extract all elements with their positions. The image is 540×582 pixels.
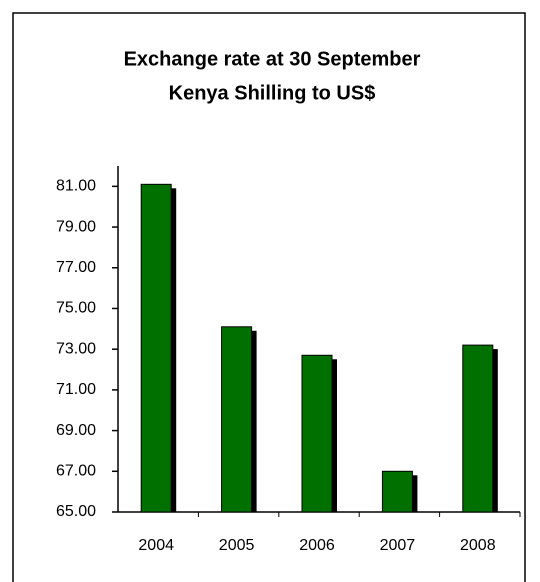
y-tick-label: 75.00 xyxy=(56,300,96,317)
y-tick-label: 81.00 xyxy=(56,178,96,195)
frame xyxy=(12,12,526,582)
x-tick-label: 2005 xyxy=(219,537,255,554)
y-tick-label: 77.00 xyxy=(56,259,96,276)
bar xyxy=(221,326,253,513)
x-tick-label: 2004 xyxy=(138,537,174,554)
y-tick-label: 79.00 xyxy=(56,218,96,235)
y-tick-label: 67.00 xyxy=(56,463,96,480)
bar xyxy=(140,183,172,513)
bar xyxy=(462,344,494,513)
x-tick-label: 2008 xyxy=(460,537,496,554)
y-tick-label: 69.00 xyxy=(56,422,96,439)
bar xyxy=(381,470,413,513)
x-tick-label: 2006 xyxy=(299,537,335,554)
chart-subtitle: Kenya Shilling to US$ xyxy=(169,82,376,104)
y-tick-label: 65.00 xyxy=(56,503,96,520)
y-tick-label: 73.00 xyxy=(56,340,96,357)
chart-title: Exchange rate at 30 September xyxy=(124,48,421,70)
bar xyxy=(301,354,333,513)
y-tick-label: 71.00 xyxy=(56,381,96,398)
x-tick-label: 2007 xyxy=(380,537,416,554)
